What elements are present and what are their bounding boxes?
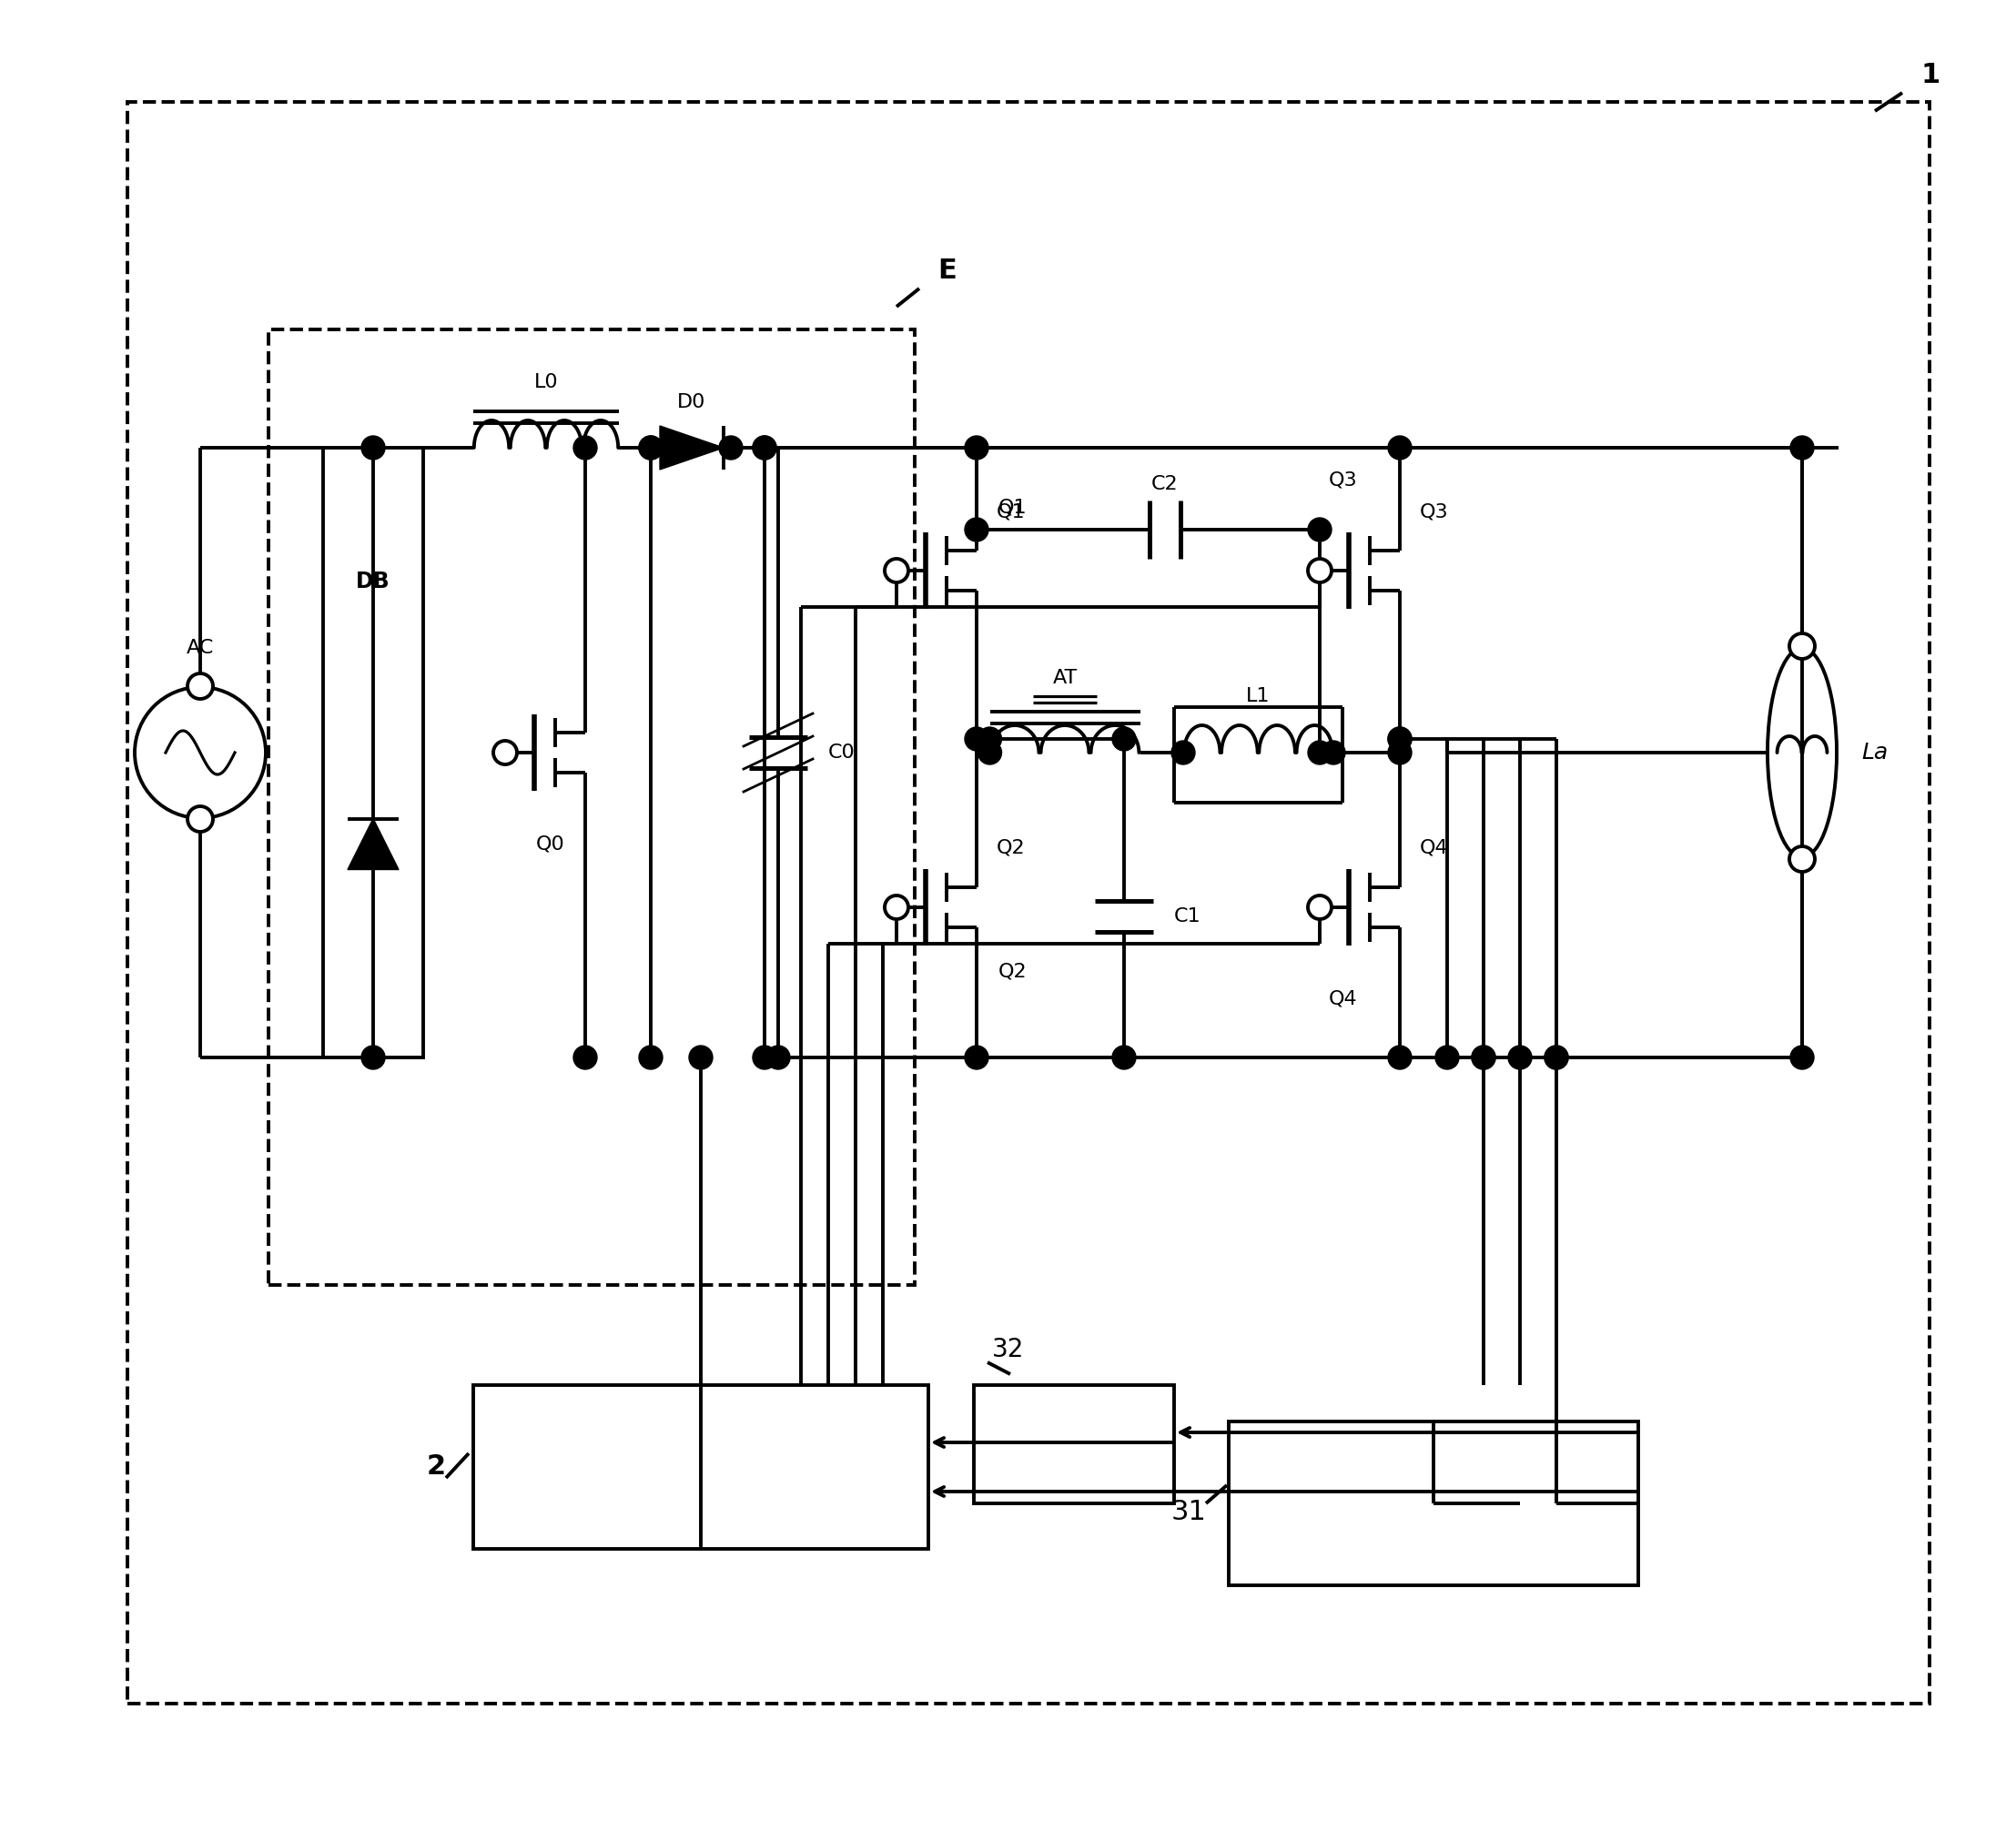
Circle shape [1387,436,1411,460]
Circle shape [1308,742,1331,764]
Bar [974,1384,1173,1503]
Text: Q4: Q4 [1419,839,1450,857]
Circle shape [885,895,909,919]
Circle shape [1387,727,1411,751]
Circle shape [1322,742,1345,764]
Bar [323,449,423,1058]
Circle shape [978,727,1002,751]
Circle shape [639,1046,663,1069]
Text: C0: C0 [829,743,855,762]
Circle shape [1544,1046,1568,1069]
Text: D0: D0 [677,394,706,412]
Circle shape [1472,1046,1496,1069]
Text: Q0: Q0 [536,835,564,853]
Bar [1228,1421,1639,1586]
Text: La: La [1861,742,1887,764]
Circle shape [573,1046,597,1069]
Polygon shape [659,427,724,469]
Text: Q3: Q3 [1419,502,1450,520]
Circle shape [639,436,663,460]
Text: L0: L0 [534,374,558,392]
Circle shape [361,436,385,460]
Circle shape [1544,1046,1568,1069]
Circle shape [966,518,988,542]
Text: Q3: Q3 [1329,471,1357,489]
Circle shape [766,1046,790,1069]
Text: 31: 31 [1171,1500,1206,1525]
Circle shape [1790,846,1814,872]
Text: Q1: Q1 [996,502,1026,520]
Text: AT: AT [1052,668,1077,687]
Circle shape [494,742,516,764]
Text: 32: 32 [992,1337,1024,1362]
Circle shape [966,1046,988,1069]
Circle shape [885,558,909,582]
Circle shape [752,436,776,460]
Circle shape [1387,1046,1411,1069]
Circle shape [978,742,1002,764]
Text: Q1: Q1 [998,498,1028,516]
Text: Q2: Q2 [996,839,1026,857]
Circle shape [752,436,776,460]
Circle shape [1387,742,1411,764]
Circle shape [1472,1046,1496,1069]
Circle shape [1387,727,1411,751]
Bar [268,330,915,1285]
Text: Q2: Q2 [998,961,1028,980]
Circle shape [966,436,988,460]
Text: C2: C2 [1151,474,1179,493]
Text: DB: DB [357,571,391,593]
Circle shape [187,674,214,699]
Circle shape [1308,558,1331,582]
Text: 2: 2 [427,1454,446,1479]
Circle shape [1308,518,1331,542]
Circle shape [361,1046,385,1069]
Circle shape [1508,1046,1532,1069]
Circle shape [1308,895,1331,919]
Text: Q4: Q4 [1329,989,1357,1007]
Text: C1: C1 [1173,908,1202,925]
Circle shape [573,436,597,460]
Circle shape [752,1046,776,1069]
Circle shape [966,727,988,751]
Bar [474,1384,927,1549]
Circle shape [1113,727,1135,751]
Text: L1: L1 [1246,687,1270,705]
Circle shape [639,436,663,460]
Circle shape [1790,1046,1814,1069]
Polygon shape [347,818,399,870]
Text: 1: 1 [1921,62,1939,88]
Text: AC: AC [185,639,214,657]
Circle shape [1790,634,1814,659]
Circle shape [689,1046,712,1069]
Bar [127,103,1929,1703]
Text: E: E [937,258,956,284]
Circle shape [187,806,214,831]
Circle shape [720,436,742,460]
Circle shape [1113,1046,1135,1069]
Circle shape [1171,742,1195,764]
Circle shape [1790,436,1814,460]
Circle shape [1435,1046,1460,1069]
